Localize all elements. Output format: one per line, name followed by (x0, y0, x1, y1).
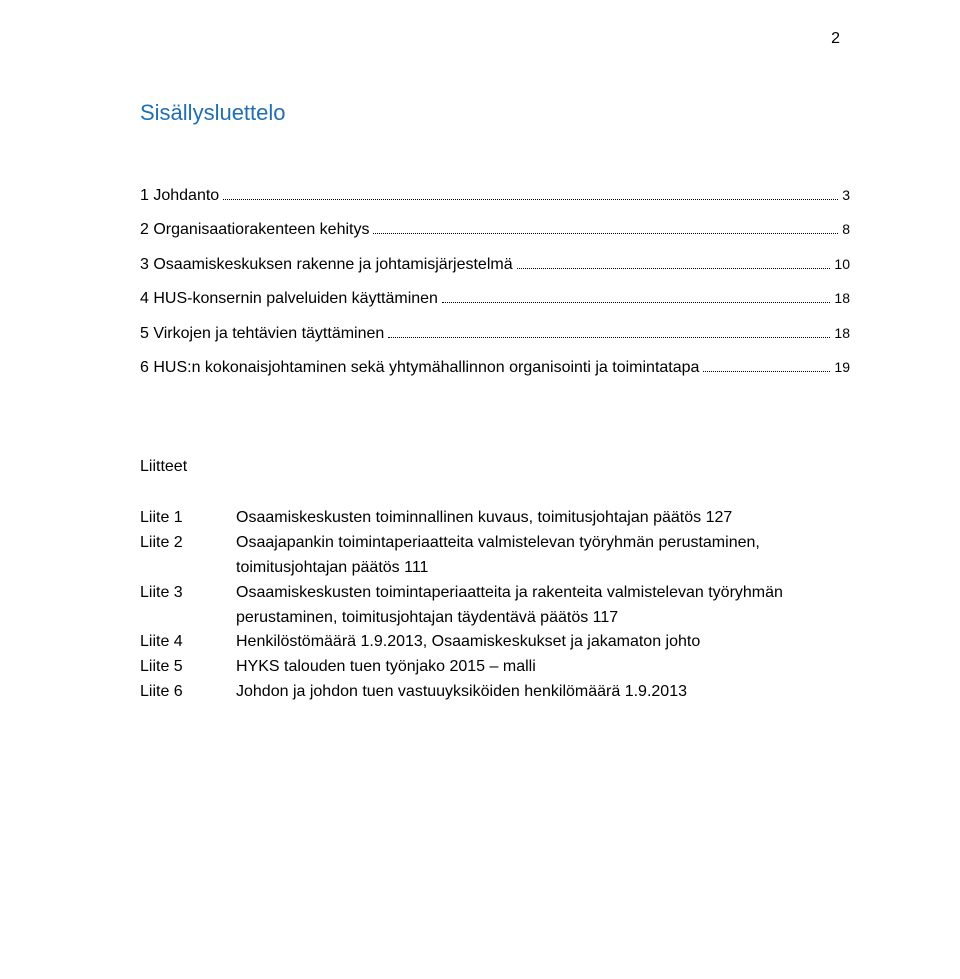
attachment-key: Liite 5 (140, 655, 236, 680)
attachment-value: HYKS talouden tuen työnjako 2015 – malli (236, 655, 850, 680)
toc-row: 3 Osaamiskeskuksen rakenne ja johtamisjä… (140, 250, 850, 280)
attachment-row: Liite 3 Osaamiskeskusten toimintaperiaat… (140, 581, 850, 631)
toc-entry-page: 18 (834, 320, 850, 347)
attachments-list: Liite 1 Osaamiskeskusten toiminnallinen … (140, 506, 850, 704)
attachment-value: Osaajapankin toimintaperiaatteita valmis… (236, 531, 850, 581)
attachment-value: Osaamiskeskusten toimintaperiaatteita ja… (236, 581, 850, 631)
attachment-row: Liite 1 Osaamiskeskusten toiminnallinen … (140, 506, 850, 531)
toc-leader-dots (223, 199, 838, 200)
toc-row: 6 HUS:n kokonaisjohtaminen sekä yhtymäha… (140, 353, 850, 383)
toc-row: 1 Johdanto 3 (140, 181, 850, 211)
attachments-title: Liitteet (140, 458, 850, 476)
toc-leader-dots (373, 233, 838, 234)
attachment-key: Liite 2 (140, 531, 236, 581)
toc-entry-label: 3 Osaamiskeskuksen rakenne ja johtamisjä… (140, 250, 513, 280)
attachment-key: Liite 3 (140, 581, 236, 631)
toc-entry-label: 1 Johdanto (140, 181, 219, 211)
toc-leader-dots (703, 371, 830, 372)
toc-entry-label: 5 Virkojen ja tehtävien täyttäminen (140, 319, 384, 349)
attachment-row: Liite 2 Osaajapankin toimintaperiaatteit… (140, 531, 850, 581)
toc-leader-dots (517, 268, 831, 269)
toc-leader-dots (442, 302, 830, 303)
attachment-row: Liite 5 HYKS talouden tuen työnjako 2015… (140, 655, 850, 680)
attachment-key: Liite 1 (140, 506, 236, 531)
attachment-value: Johdon ja johdon tuen vastuuyksiköiden h… (236, 680, 850, 705)
attachment-row: Liite 6 Johdon ja johdon tuen vastuuyksi… (140, 680, 850, 705)
toc-entry-page: 8 (842, 216, 850, 243)
toc-entry-page: 3 (842, 182, 850, 209)
page: 2 Sisällysluettelo 1 Johdanto 3 2 Organi… (0, 0, 960, 979)
toc-row: 5 Virkojen ja tehtävien täyttäminen 18 (140, 319, 850, 349)
toc-entry-page: 10 (834, 251, 850, 278)
attachment-value: Henkilöstömäärä 1.9.2013, Osaamiskeskuks… (236, 630, 850, 655)
toc-entry-page: 19 (834, 354, 850, 381)
attachment-row: Liite 4 Henkilöstömäärä 1.9.2013, Osaami… (140, 630, 850, 655)
toc-list: 1 Johdanto 3 2 Organisaatiorakenteen keh… (140, 181, 850, 383)
toc-leader-dots (388, 337, 830, 338)
toc-entry-page: 18 (834, 285, 850, 312)
toc-entry-label: 4 HUS-konsernin palveluiden käyttäminen (140, 284, 438, 314)
attachment-key: Liite 6 (140, 680, 236, 705)
toc-entry-label: 2 Organisaatiorakenteen kehitys (140, 215, 369, 245)
toc-row: 2 Organisaatiorakenteen kehitys 8 (140, 215, 850, 245)
page-number: 2 (831, 30, 840, 48)
toc-title: Sisällysluettelo (140, 100, 850, 126)
toc-row: 4 HUS-konsernin palveluiden käyttäminen … (140, 284, 850, 314)
attachment-value: Osaamiskeskusten toiminnallinen kuvaus, … (236, 506, 850, 531)
toc-entry-label: 6 HUS:n kokonaisjohtaminen sekä yhtymäha… (140, 353, 699, 383)
attachment-key: Liite 4 (140, 630, 236, 655)
